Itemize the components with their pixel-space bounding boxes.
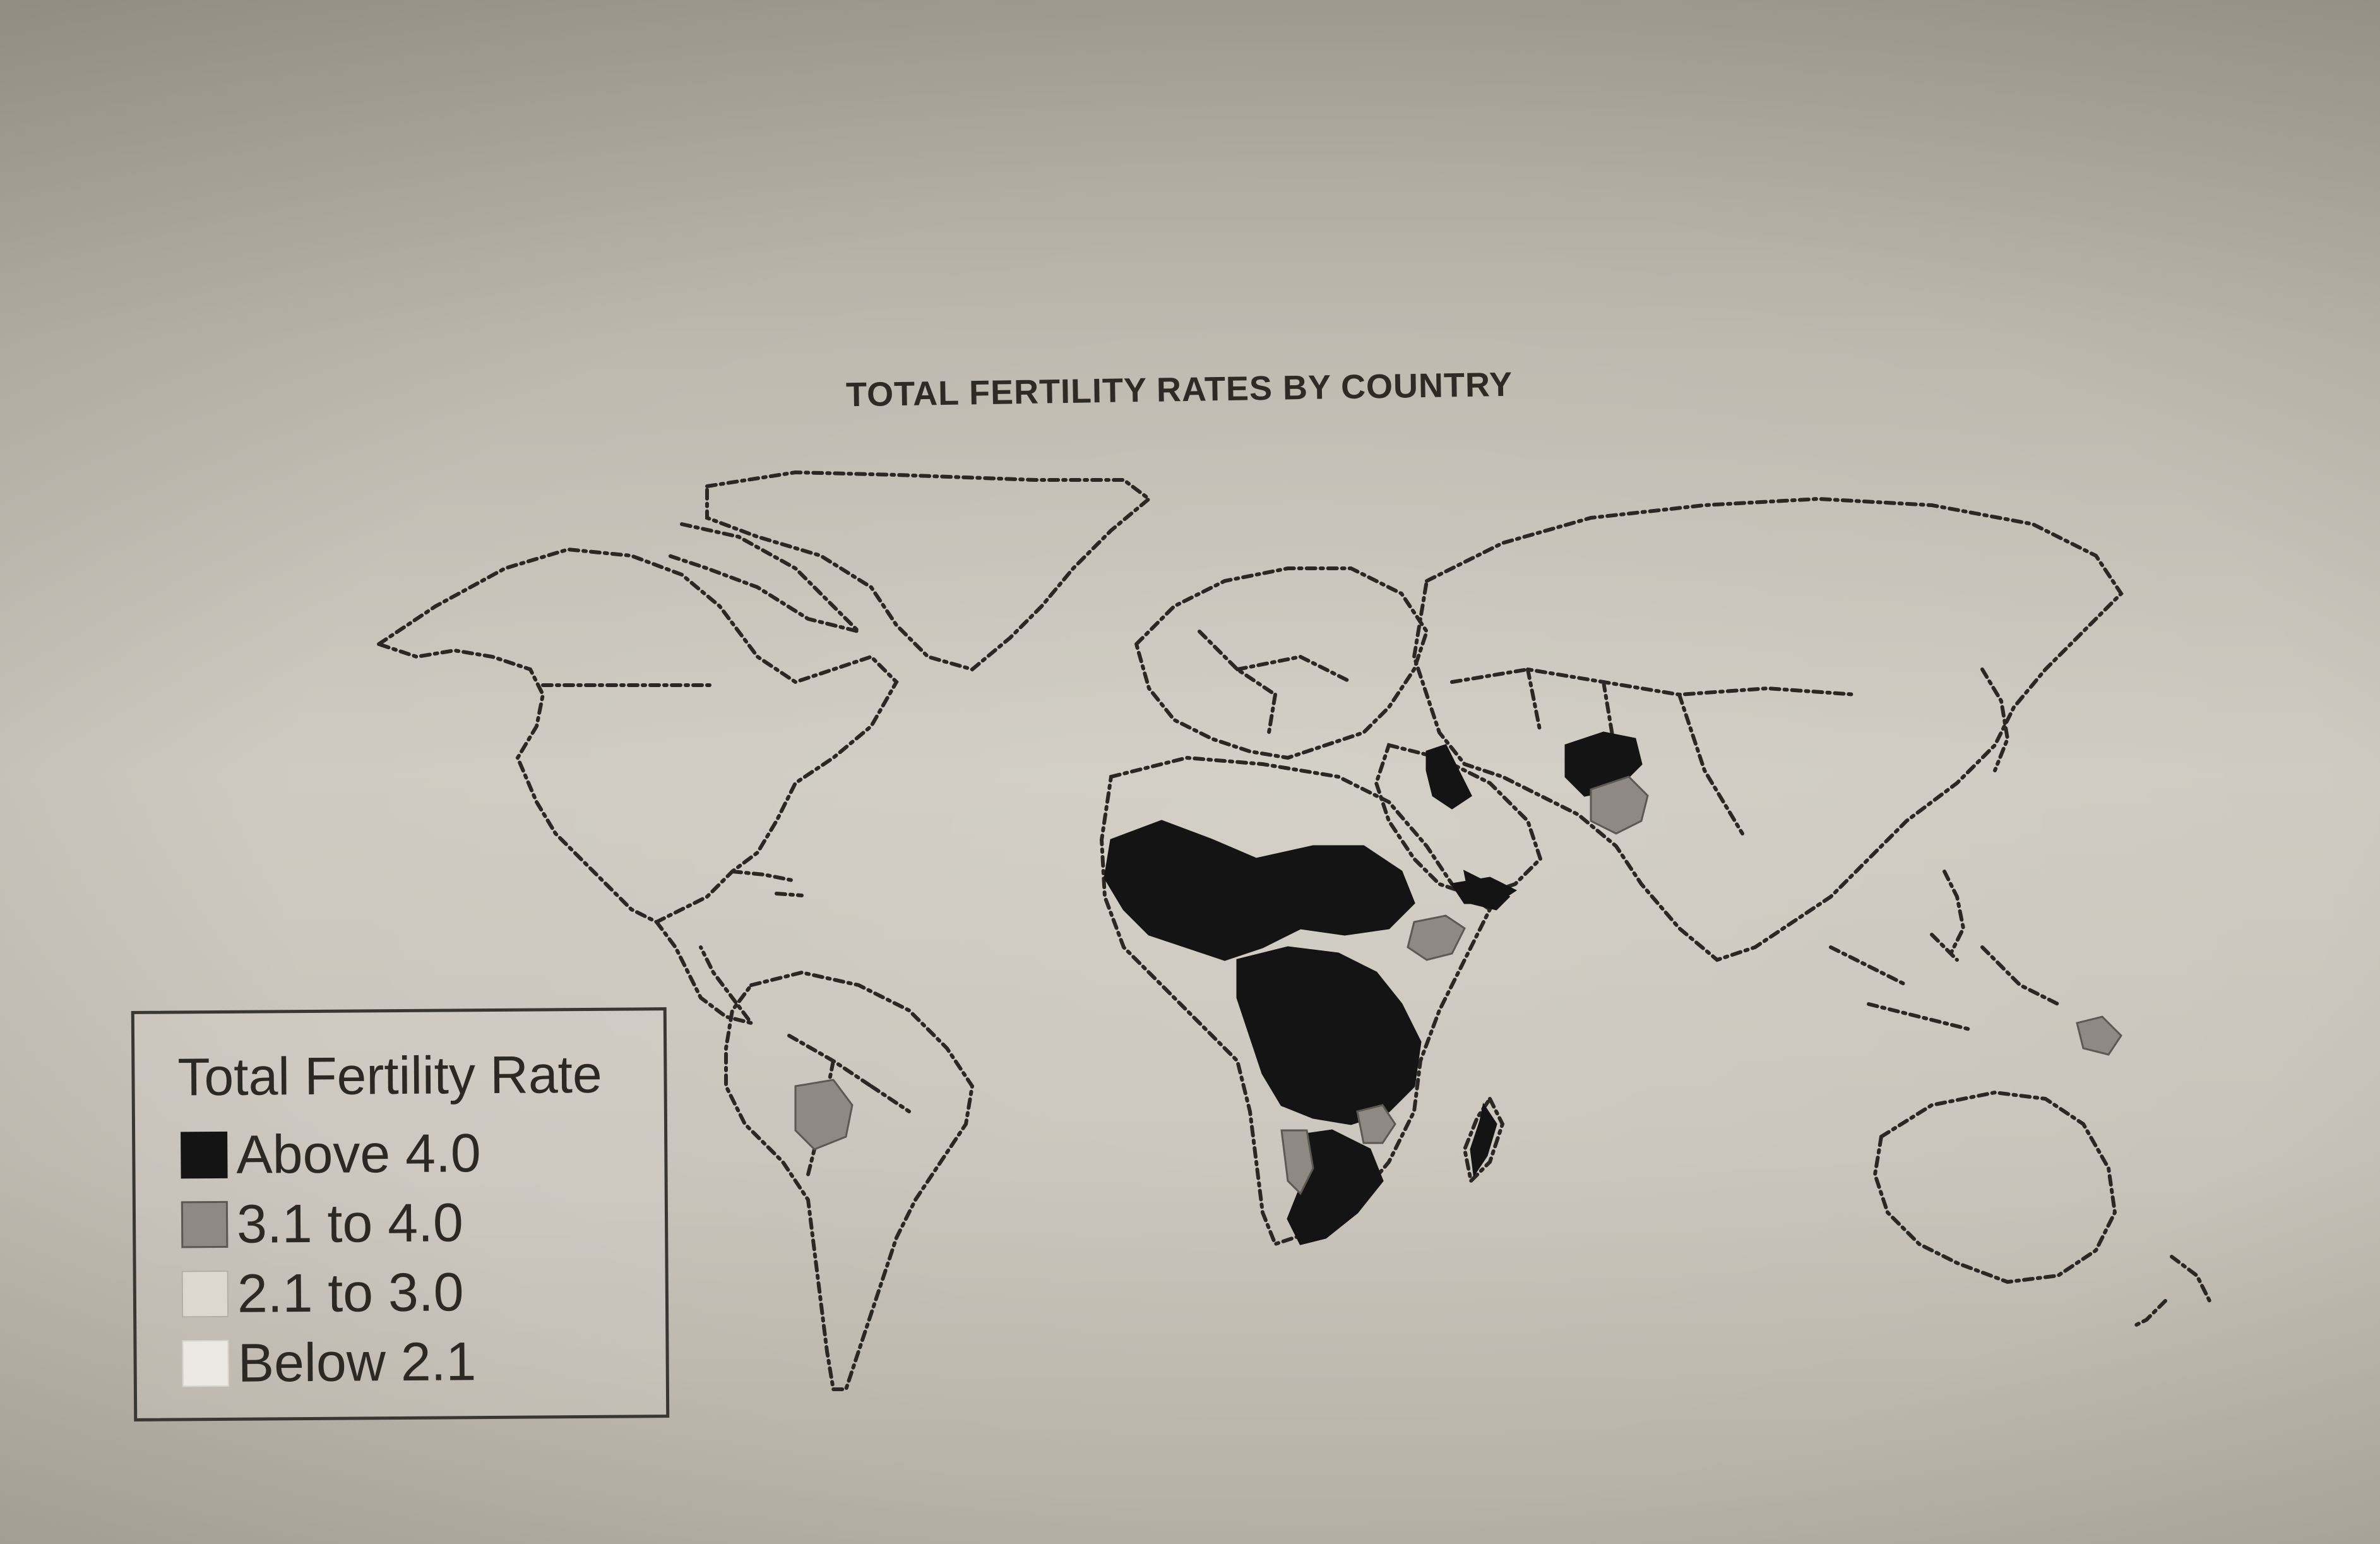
japan-outline	[1980, 667, 2010, 772]
legend-item-2-to-3: 2.1 to 3.0	[181, 1261, 464, 1324]
region-ethiopia-3-to-4	[1407, 914, 1466, 961]
asia-outline	[1412, 496, 2124, 962]
region-namibia-3-to-4	[1280, 1129, 1314, 1195]
legend-swatch-white	[182, 1339, 229, 1387]
philippines-outline	[1943, 870, 1966, 955]
legend-swatch-gray	[181, 1200, 229, 1248]
region-sahel-above-4	[1256, 845, 1415, 936]
legend: Total Fertility Rate Above 4.0 3.1 to 4.…	[131, 1007, 670, 1421]
region-west-africa-above-4	[1104, 820, 1328, 961]
region-zimbabwe-3-to-4	[1356, 1104, 1396, 1144]
arctic-islands	[667, 522, 865, 635]
legend-title: Total Fertility Rate	[177, 1044, 603, 1107]
southeast-asia-islands	[1829, 933, 2060, 1031]
south-america-outline	[724, 970, 975, 1391]
region-iraq-above-4	[1425, 744, 1472, 810]
legend-swatch-light-gray	[181, 1270, 229, 1318]
region-pakistan-3-to-4	[1590, 775, 1649, 835]
legend-label: 2.1 to 3.0	[237, 1261, 464, 1324]
legend-item-below-2: Below 2.1	[182, 1331, 477, 1394]
europe-outline	[1134, 566, 1429, 760]
region-central-africa-above-4	[1236, 946, 1422, 1125]
madagascar-outline	[1462, 1095, 1505, 1185]
central-america-outline	[655, 920, 756, 1026]
greenland-outline	[705, 470, 1152, 672]
legend-item-above-4: Above 4.0	[181, 1123, 481, 1185]
region-madagascar-above-4	[1470, 1103, 1497, 1178]
region-papua-new-guinea-3-to-4	[2076, 1015, 2122, 1056]
region-bolivia-3-to-4	[794, 1079, 854, 1151]
asia-borders	[1450, 667, 1858, 835]
legend-label: Below 2.1	[237, 1331, 477, 1394]
legend-label: Above 4.0	[235, 1122, 481, 1185]
north-america-outline	[374, 547, 899, 925]
legend-item-3-to-4: 3.1 to 4.0	[181, 1192, 463, 1255]
legend-swatch-black	[181, 1131, 228, 1179]
caribbean-islands	[730, 870, 804, 897]
region-yemen-above-4	[1450, 877, 1517, 904]
europe-borders	[1198, 630, 1353, 734]
australia-outline	[1872, 1090, 2117, 1284]
new-zealand-outline	[2132, 1255, 2211, 1328]
legend-label: 3.1 to 4.0	[236, 1192, 464, 1255]
